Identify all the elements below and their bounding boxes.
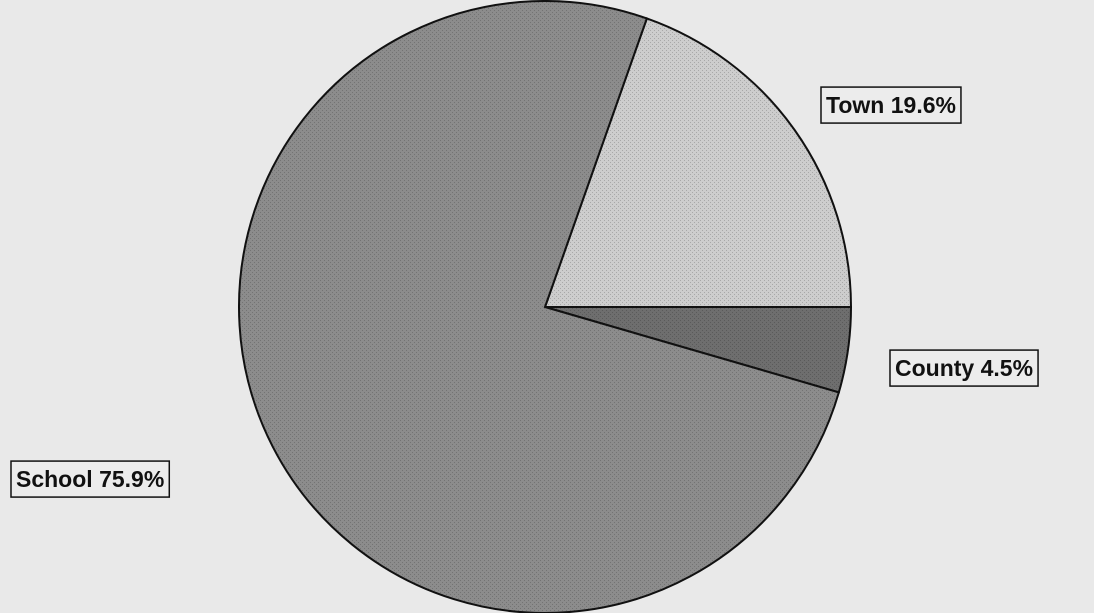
label-text: Town 19.6%: [826, 92, 956, 118]
label-text: School 75.9%: [16, 466, 164, 492]
category-name: Town: [826, 92, 884, 118]
category-name: School: [16, 466, 93, 492]
label-text: County 4.5%: [895, 355, 1033, 381]
category-name: County: [895, 355, 974, 381]
label-box: [889, 349, 1039, 387]
label-box: [820, 86, 962, 124]
value-label: 19.6%: [891, 92, 956, 118]
label-box: [10, 460, 171, 498]
slice-texture: [239, 1, 839, 613]
slice-label: School 75.9%: [10, 460, 171, 498]
slice-label: Town 19.6%: [820, 86, 962, 124]
slice-label: County 4.5%: [889, 349, 1039, 387]
value-label: 4.5%: [981, 355, 1033, 381]
value-label: 75.9%: [99, 466, 164, 492]
